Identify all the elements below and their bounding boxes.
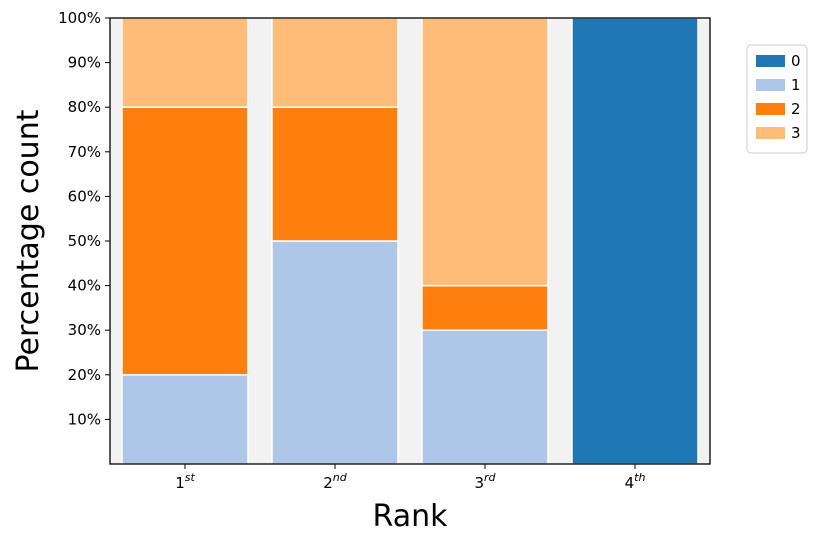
legend-swatch-0 [756, 55, 785, 67]
bar-segment-series-1-rank-3 [421, 329, 549, 465]
legend-label-2: 2 [791, 100, 801, 118]
bar-segment-series-2-rank-2 [271, 106, 399, 242]
y-axis-title: Percentage count [11, 109, 46, 372]
bar-segment-series-3-rank-3 [421, 17, 549, 287]
y-tick-label: 50% [68, 232, 101, 250]
bar-segment-series-1-rank-2 [271, 240, 399, 465]
x-axis-title: Rank [373, 499, 449, 534]
y-axis: 10% 20% 30% 40% 50% 60% 70% 80% 90% 100% [58, 9, 110, 428]
legend-swatch-1 [756, 79, 785, 91]
legend-label-3: 3 [791, 124, 801, 142]
legend-box [746, 44, 808, 154]
x-tick-label-rank-3: 3rd [474, 471, 496, 492]
bar-segment-series-2-rank-3 [421, 284, 549, 331]
legend-swatch-3 [756, 127, 785, 139]
bar-segment-series-0-rank-4 [571, 17, 699, 465]
bar-segment-series-3-rank-2 [271, 17, 399, 108]
y-tick-label: 60% [68, 187, 101, 205]
legend-label-1: 1 [791, 76, 801, 94]
legend-label-0: 0 [791, 52, 801, 70]
x-axis: 1st 2nd 3rd 4th [175, 464, 645, 492]
y-tick-label: 90% [68, 54, 101, 72]
x-tick-label-rank-4: 4th [625, 471, 646, 492]
y-tick-label: 30% [68, 321, 101, 339]
bars-layer [121, 17, 699, 465]
y-tick-label: 40% [68, 277, 101, 295]
y-tick-label: 20% [68, 366, 101, 384]
y-tick-label: 10% [68, 410, 101, 428]
y-tick-label: 70% [68, 143, 101, 161]
legend-swatch-2 [756, 103, 785, 115]
x-tick-label-rank-1: 1st [175, 471, 195, 492]
legend: 0 1 2 3 [746, 44, 808, 154]
bar-segment-series-1-rank-1 [121, 374, 249, 465]
bar-segment-series-3-rank-1 [121, 17, 249, 108]
x-tick-label-rank-2: 2nd [323, 471, 348, 492]
y-tick-label: 100% [58, 9, 101, 27]
y-tick-label: 80% [68, 98, 101, 116]
bar-segment-series-2-rank-1 [121, 106, 249, 376]
